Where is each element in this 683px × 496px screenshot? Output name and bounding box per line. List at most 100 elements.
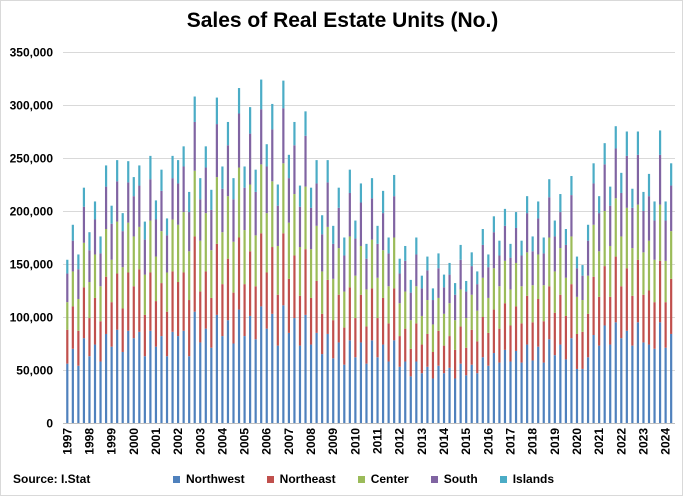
bar-islands — [642, 191, 645, 211]
legend-label: Islands — [512, 472, 555, 486]
bar-center — [670, 231, 673, 279]
bar-islands — [459, 244, 462, 260]
bar-south — [82, 206, 86, 243]
bar-islands — [598, 196, 601, 214]
bar-south — [431, 300, 435, 325]
bar-northwest — [520, 362, 523, 423]
bar-northwest — [332, 358, 335, 423]
bar-south — [581, 275, 584, 301]
bar-islands — [564, 229, 567, 245]
bar-islands — [570, 176, 573, 196]
legend-swatch — [357, 475, 365, 483]
bar-islands — [221, 166, 224, 189]
bar-south — [409, 292, 412, 321]
bar-islands — [448, 262, 451, 275]
bar-northeast — [154, 301, 158, 347]
bar-south — [138, 185, 141, 227]
bar-south — [598, 213, 601, 252]
bar-center — [487, 297, 490, 333]
bar-center — [99, 286, 102, 322]
bar-northwest — [498, 362, 501, 423]
bar-center — [609, 245, 612, 297]
bar-center — [138, 226, 141, 270]
bar-northeast — [121, 308, 124, 352]
bar-northwest — [465, 375, 468, 423]
bar-northwest — [614, 322, 617, 423]
bar-center — [359, 245, 363, 295]
bar-northeast — [82, 287, 86, 339]
x-tick-label: 1997 — [60, 428, 74, 455]
bar-south — [221, 188, 224, 233]
bar-northwest — [77, 365, 80, 423]
bar-northwest — [420, 373, 423, 423]
bar-south — [110, 223, 113, 260]
bar-islands — [243, 166, 246, 188]
bar-islands — [520, 240, 523, 256]
bar-south — [116, 181, 119, 222]
bar-northwest — [398, 366, 401, 423]
bar-northwest — [343, 364, 346, 423]
bar-northwest — [265, 328, 268, 423]
bar-northwest — [177, 336, 180, 423]
bar-south — [343, 255, 346, 292]
x-tick-label: 2012 — [393, 428, 407, 455]
bar-northeast — [365, 326, 368, 364]
bar-south — [664, 220, 667, 261]
bar-center — [481, 277, 484, 317]
bar-northwest — [653, 348, 656, 423]
bar-center — [88, 282, 91, 319]
bar-islands — [359, 183, 363, 203]
bar-northeast — [215, 243, 218, 315]
bar-northeast — [531, 322, 534, 361]
bar-northeast — [287, 278, 290, 333]
bar-south — [476, 284, 479, 311]
x-tick-label: 2024 — [659, 428, 673, 455]
bar-center — [465, 318, 468, 348]
bar-south — [332, 243, 335, 279]
bar-center — [221, 232, 224, 285]
bar-northeast — [132, 286, 135, 339]
bar-south — [526, 213, 529, 253]
bar-northeast — [498, 328, 501, 363]
bar-south — [415, 254, 418, 287]
legend-swatch — [173, 475, 180, 483]
bar-center — [121, 267, 124, 309]
bar-islands — [226, 121, 230, 146]
bar-south — [309, 207, 313, 250]
bar-center — [437, 297, 440, 331]
bar-northwest — [321, 354, 324, 423]
bar-center — [398, 303, 401, 337]
bar-islands — [454, 283, 457, 295]
bar-northeast — [487, 332, 490, 366]
bar-islands — [620, 172, 623, 193]
x-tick-label: 2022 — [614, 428, 628, 455]
bar-islands — [182, 146, 185, 167]
bar-south — [193, 121, 196, 171]
bar-south — [398, 273, 401, 304]
bar-northeast — [409, 348, 412, 377]
bar-center — [298, 247, 302, 296]
bar-center — [182, 212, 185, 273]
bar-south — [149, 179, 152, 221]
bar-islands — [348, 169, 351, 193]
bar-center — [348, 236, 351, 288]
bar-northwest — [304, 314, 307, 423]
bar-center — [520, 286, 523, 324]
bar-islands — [71, 224, 74, 241]
bar-center — [254, 235, 257, 287]
bar-south — [592, 183, 595, 225]
bar-northwest — [609, 344, 612, 423]
bar-south — [271, 129, 274, 182]
bar-south — [293, 145, 296, 195]
legend-item: Northwest — [173, 472, 245, 486]
bar-northeast — [265, 272, 268, 329]
bar-center — [132, 236, 135, 287]
bar-islands — [509, 243, 512, 258]
bar-northwest — [642, 342, 645, 423]
bar-center — [66, 302, 69, 330]
bar-center — [664, 260, 667, 303]
bar-northwest — [376, 357, 379, 423]
bar-islands — [609, 186, 612, 206]
bar-islands — [376, 225, 379, 244]
